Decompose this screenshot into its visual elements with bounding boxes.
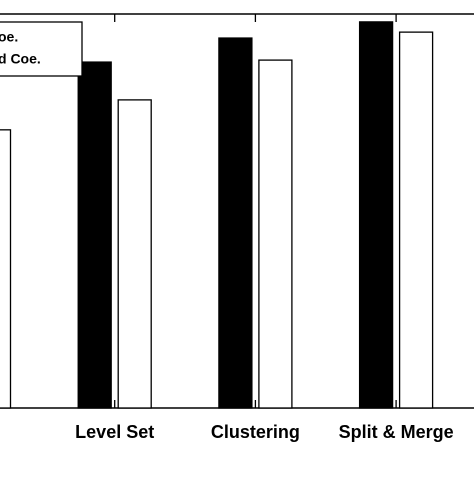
bar: [0, 129, 12, 409]
legend-box: [0, 21, 83, 77]
x-tick-label: Level Set: [75, 422, 154, 442]
bar: [218, 37, 253, 409]
bar: [358, 21, 394, 409]
legend-label: d Coe.: [0, 51, 41, 67]
x-tick-label: Clustering: [211, 422, 300, 442]
legend-label: oe.: [0, 29, 18, 45]
bar: [258, 59, 293, 409]
bar: [398, 31, 434, 409]
bar: [117, 99, 152, 409]
x-tick-label: Split & Merge: [339, 422, 454, 442]
bar: [77, 61, 112, 409]
